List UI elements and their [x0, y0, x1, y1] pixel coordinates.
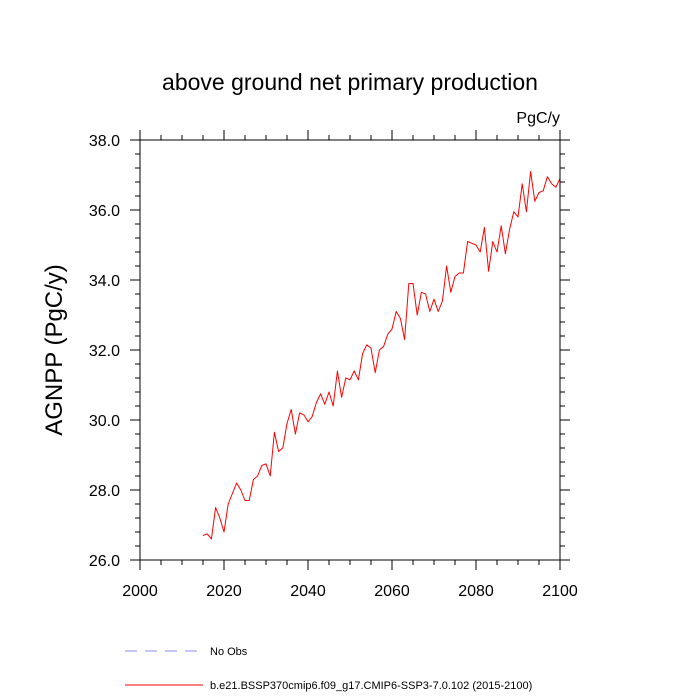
- x-tick-label: 2060: [374, 583, 410, 600]
- y-tick-label: 30.0: [89, 413, 120, 430]
- y-tick-label: 38.0: [89, 133, 120, 150]
- series-layer: [202, 171, 561, 540]
- plot-frame: [139, 139, 561, 561]
- legend-label-model-run: b.e21.BSSP370cmip6.f09_g17.CMIP6-SSP3-7.…: [210, 680, 532, 692]
- y-axis-title: AGNPP (PgC/y): [41, 264, 68, 436]
- units-label: PgC/y: [516, 110, 560, 127]
- axis-tick-labels: 2000 2020 2040 2060 2080 2100 26.0 28.0 30.0 32.0…: [89, 133, 578, 600]
- y-tick-label: 32.0: [89, 343, 120, 360]
- legend-label-no-obs: No Obs: [210, 646, 248, 658]
- series-line-model-run: [202, 171, 561, 540]
- axis-ticks: [130, 130, 570, 570]
- x-tick-label: 2000: [122, 583, 158, 600]
- y-tick-label: 26.0: [89, 553, 120, 570]
- y-tick-label: 34.0: [89, 273, 120, 290]
- y-tick-label: 36.0: [89, 203, 120, 220]
- y-tick-label: 28.0: [89, 483, 120, 500]
- x-tick-label: 2020: [206, 583, 242, 600]
- chart-title: above ground net primary production: [162, 69, 538, 95]
- x-tick-label: 2100: [542, 583, 578, 600]
- legend: No Obs b.e21.BSSP370cmip6.f09_g17.CMIP6-…: [125, 646, 532, 692]
- x-tick-label: 2080: [458, 583, 494, 600]
- x-tick-label: 2040: [290, 583, 326, 600]
